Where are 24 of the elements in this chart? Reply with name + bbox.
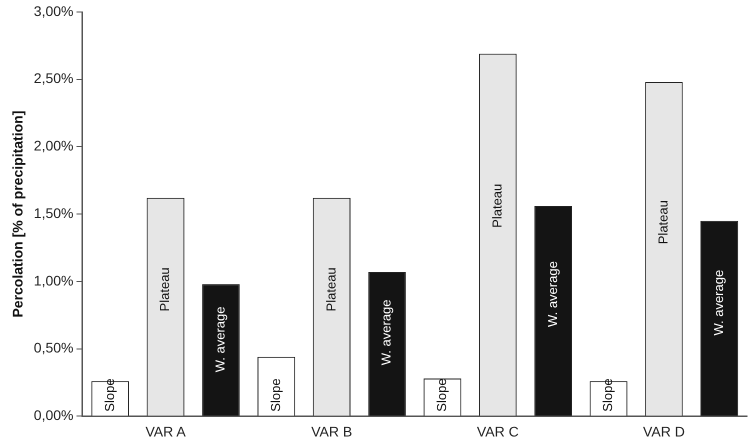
text: W. average (544, 261, 560, 327)
text: W. average (212, 306, 228, 372)
y-tick-label: 2,00% (34, 138, 74, 154)
y-tick-label: 2,50% (34, 70, 74, 86)
y-tick-label: 0,50% (34, 340, 74, 356)
text: Plateau (157, 267, 172, 312)
y-axis-title: Percolation [% of precipitation] (9, 110, 26, 318)
series-label: Plateau (323, 267, 338, 312)
x-tick-label: VAR A (145, 423, 186, 440)
y-tick-label: 1,50% (34, 204, 74, 221)
text: Slope (600, 378, 616, 412)
series-label: W. average (378, 299, 394, 366)
series-label: Slope (434, 378, 450, 412)
text: Slope (102, 378, 117, 412)
text: Plateau (656, 200, 671, 244)
y-tick-label: 1,00% (34, 272, 74, 288)
text: W. average (710, 270, 726, 336)
y-tick-label: 0,00% (34, 407, 74, 424)
x-tick-label: VAR B (311, 423, 352, 440)
x-tick-label: VAR D (643, 423, 685, 440)
y-tick-label: 3,00% (34, 2, 74, 19)
text: Plateau (489, 184, 504, 228)
x-tick-label: VAR C (476, 423, 519, 440)
text: Slope (268, 378, 283, 412)
